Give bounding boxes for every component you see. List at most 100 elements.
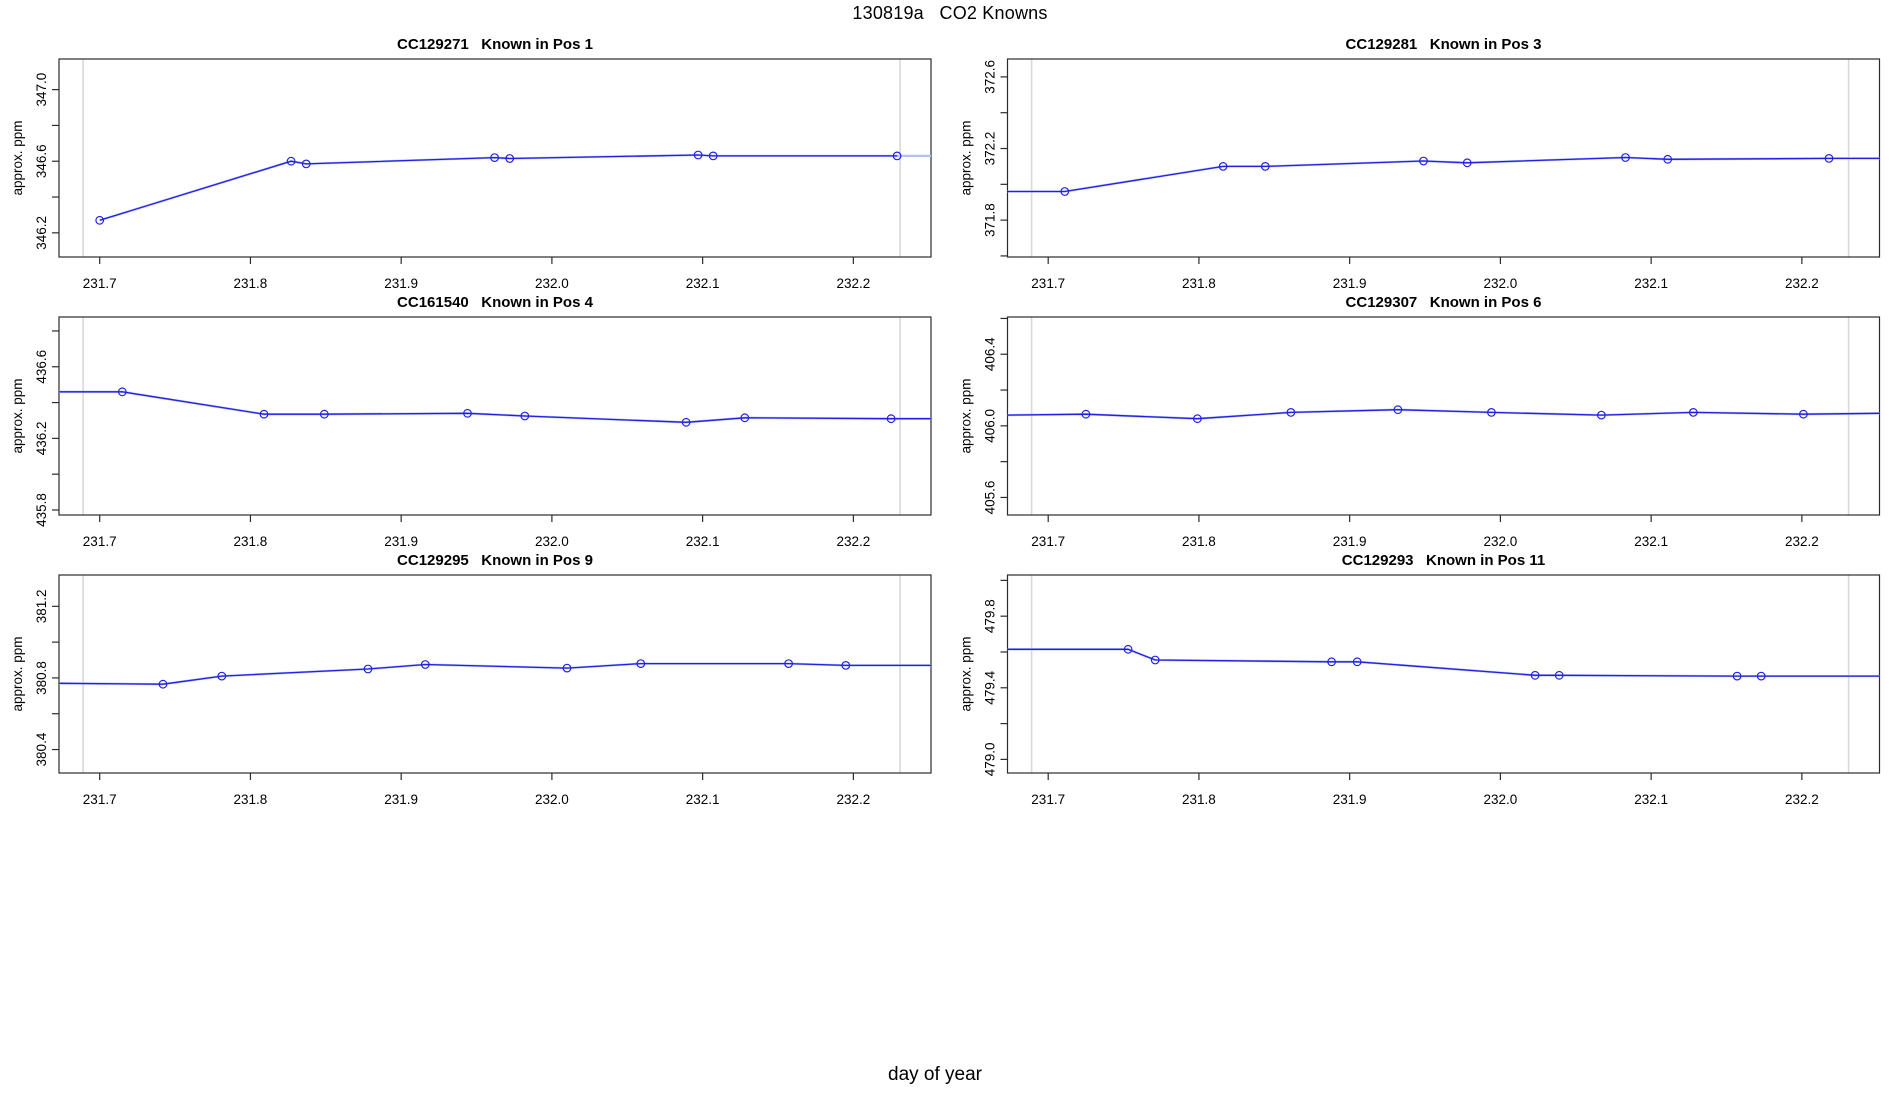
data-point-marker xyxy=(1260,161,1270,171)
data-points xyxy=(117,387,896,427)
series-line xyxy=(1007,648,1880,677)
plot-box xyxy=(1006,316,1881,516)
x-tick-label: 232.0 xyxy=(535,276,569,291)
x-tick-label: 232.1 xyxy=(1634,792,1668,807)
data-point-marker xyxy=(1554,670,1564,680)
data-point-marker xyxy=(463,408,472,418)
y-axis-title: approx. ppm xyxy=(959,378,974,453)
data-point-marker xyxy=(886,414,896,424)
data-point-marker xyxy=(1352,657,1362,667)
x-tick-label: 232.2 xyxy=(1785,792,1819,807)
panel-cc129271: 346.2 346.6 347.0 231.7 231.8 231.9 232.0 232.1… xyxy=(10,36,932,291)
data-point-marker xyxy=(740,413,750,423)
data-point-marker xyxy=(1486,408,1496,417)
data-point-marker xyxy=(562,663,572,673)
data-point-marker xyxy=(1663,154,1673,164)
y-axis-title: approx. ppm xyxy=(10,636,25,711)
plot-box xyxy=(1006,574,1881,774)
x-tick-label: 231.8 xyxy=(234,792,268,807)
data-point-marker xyxy=(1596,410,1606,420)
x-tick-label: 232.0 xyxy=(1484,534,1518,549)
data-point-marker xyxy=(1530,670,1540,680)
x-axis-label: day of year xyxy=(888,1064,982,1085)
x-tick-label: 232.0 xyxy=(1484,792,1518,807)
data-points xyxy=(1060,153,1834,196)
data-point-marker xyxy=(158,679,168,689)
data-points xyxy=(1123,644,1766,681)
data-point-marker xyxy=(363,664,373,674)
x-tick-label: 231.9 xyxy=(1333,534,1367,549)
data-point-marker xyxy=(319,409,329,419)
figure-title: 130819a CO2 Knowns xyxy=(852,3,1048,23)
x-tick-label: 231.7 xyxy=(1031,534,1065,549)
y-axis-title: approx. ppm xyxy=(959,120,974,195)
data-point-marker xyxy=(1419,156,1428,166)
y-tick-label: 436.2 xyxy=(34,421,49,455)
panel-cc129295: 380.4 380.8 381.2 231.7 231.8 231.9 232.0 232.1… xyxy=(10,552,932,807)
data-point-marker xyxy=(693,150,703,160)
y-tick-label: 406.4 xyxy=(983,337,998,371)
y-tick-label: 372.2 xyxy=(983,132,998,166)
x-tick-label: 231.7 xyxy=(1031,792,1065,807)
data-point-marker xyxy=(1798,409,1808,419)
y-tick-label: 380.8 xyxy=(34,661,49,695)
data-points xyxy=(95,150,902,225)
data-point-marker xyxy=(681,417,691,427)
data-point-marker xyxy=(1756,671,1766,681)
series-line xyxy=(1007,156,1880,193)
data-point-marker xyxy=(1393,405,1403,415)
data-point-marker xyxy=(217,671,227,681)
panel-title: CC129307 Known in Pos 6 xyxy=(1346,294,1542,311)
plot-box xyxy=(58,574,932,774)
x-tick-label: 232.2 xyxy=(836,534,870,549)
data-point-marker xyxy=(1732,671,1742,681)
x-tick-label: 232.1 xyxy=(686,792,720,807)
data-point-marker xyxy=(708,151,718,161)
x-tick-label: 232.2 xyxy=(1785,276,1819,291)
y-axis-title: approx. ppm xyxy=(959,636,974,711)
panel-cc129293: 479.0 479.4 479.8 231.7 231.8 231.9 232.0 232.1… xyxy=(959,552,1881,807)
y-tick-label: 346.6 xyxy=(34,144,49,178)
plot-box xyxy=(58,58,932,258)
x-tick-label: 232.1 xyxy=(686,534,720,549)
series-line xyxy=(59,391,931,423)
panel-cc129307: 405.6 406.0 406.4 231.7 231.8 231.9 232.0 232.1… xyxy=(959,294,1881,549)
x-tick-label: 231.8 xyxy=(1182,276,1216,291)
data-point-marker xyxy=(1081,409,1091,419)
x-tick-label: 231.8 xyxy=(234,534,268,549)
data-point-marker xyxy=(1688,408,1698,417)
y-tick-label: 479.4 xyxy=(983,670,998,704)
x-tick-label: 231.9 xyxy=(1333,276,1367,291)
y-tick-label: 405.6 xyxy=(983,481,998,515)
x-tick-label: 231.7 xyxy=(1031,276,1065,291)
data-point-marker xyxy=(1462,158,1472,168)
data-points xyxy=(1081,405,1808,424)
series-line xyxy=(58,662,931,685)
data-point-marker xyxy=(286,156,296,166)
data-point-marker xyxy=(784,659,793,668)
panel-cc129281: 371.8 372.2 372.6 231.7 231.8 231.9 232.0 232.1… xyxy=(959,36,1881,291)
x-tick-label: 232.2 xyxy=(836,792,870,807)
x-tick-label: 232.2 xyxy=(1785,534,1819,549)
data-point-marker xyxy=(1192,414,1202,424)
data-point-marker xyxy=(1060,187,1070,196)
x-tick-label: 231.7 xyxy=(83,276,117,291)
y-tick-label: 479.0 xyxy=(983,742,998,776)
y-tick-label: 381.2 xyxy=(34,589,49,623)
x-tick-label: 231.9 xyxy=(1333,792,1367,807)
x-tick-label: 232.0 xyxy=(535,792,569,807)
data-point-marker xyxy=(1150,655,1160,665)
data-point-marker xyxy=(95,215,105,225)
plot-box xyxy=(58,316,932,516)
data-point-marker xyxy=(1218,161,1228,171)
y-tick-label: 479.8 xyxy=(983,599,998,633)
data-point-marker xyxy=(892,151,902,161)
x-tick-label: 232.1 xyxy=(686,276,720,291)
panel-title: CC129271 Known in Pos 1 xyxy=(397,36,593,53)
x-tick-label: 231.8 xyxy=(1182,534,1216,549)
x-tick-label: 231.9 xyxy=(384,276,418,291)
x-tick-label: 232.1 xyxy=(1634,276,1668,291)
x-tick-label: 232.0 xyxy=(535,534,569,549)
panel-title: CC161540 Known in Pos 4 xyxy=(397,294,594,311)
x-tick-label: 232.0 xyxy=(1484,276,1518,291)
